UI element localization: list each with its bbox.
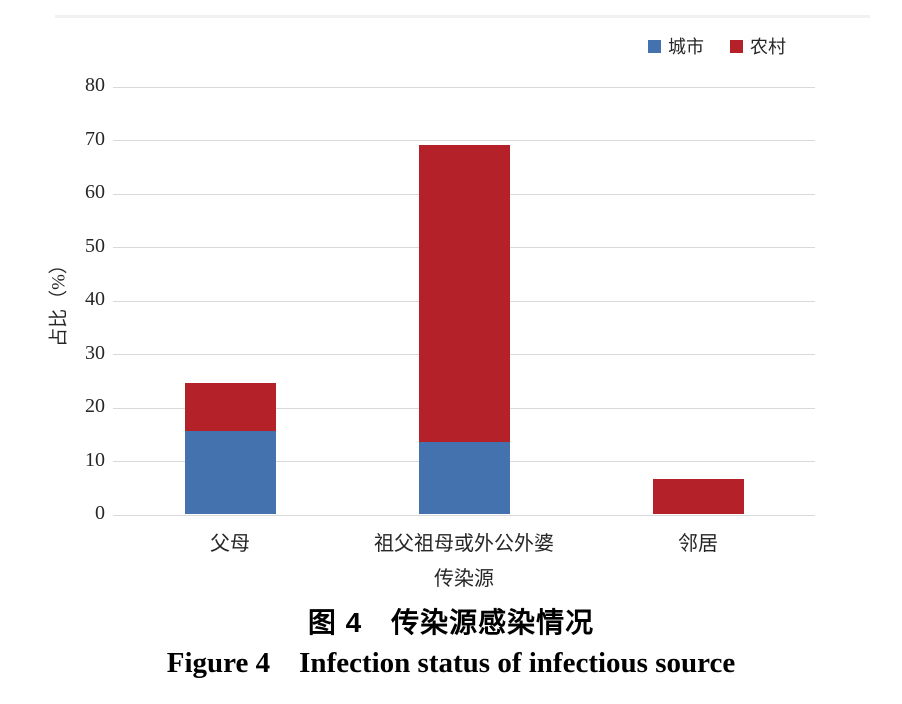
bar-segment (652, 478, 744, 514)
gridline (113, 86, 815, 88)
y-tick-label: 60 (85, 181, 105, 203)
x-tick-label: 父母 (210, 533, 250, 555)
legend-item: 农村 (730, 33, 786, 59)
y-tick-label: 40 (85, 288, 105, 310)
caption-chinese: 图 4 传染源感染情况 (307, 607, 595, 638)
legend-label: 农村 (750, 37, 786, 57)
bar (184, 382, 276, 514)
plot-area (113, 86, 815, 516)
legend: 城市 农村 (648, 33, 786, 59)
y-tick-label: 10 (85, 448, 105, 471)
bar-segment (418, 442, 510, 514)
legend-item: 城市 (648, 33, 704, 59)
y-tick-label: 50 (85, 234, 105, 257)
x-axis-title: 传染源 (434, 568, 494, 590)
bar-segment (418, 144, 510, 443)
bar (418, 144, 510, 514)
scan-artifact-line (55, 15, 870, 18)
gridline (113, 140, 815, 141)
y-tick-label: 20 (85, 395, 105, 417)
y-tick-label: 80 (85, 74, 105, 96)
legend-label: 城市 (668, 37, 704, 57)
x-tick-label: 邻居 (678, 533, 718, 555)
legend-swatch (648, 39, 661, 53)
legend-swatch (730, 39, 743, 53)
bar-segment (184, 431, 276, 514)
y-tick-label: 30 (85, 341, 105, 364)
y-tick-label: 70 (85, 127, 105, 150)
y-tick-label: 0 (95, 502, 105, 524)
x-tick-label: 祖父祖母或外公外婆 (374, 533, 554, 555)
bar (652, 478, 744, 514)
bar-segment (184, 382, 276, 432)
caption-english: Figure 4 Infection status of infectious … (166, 647, 736, 679)
gridline (113, 514, 815, 516)
